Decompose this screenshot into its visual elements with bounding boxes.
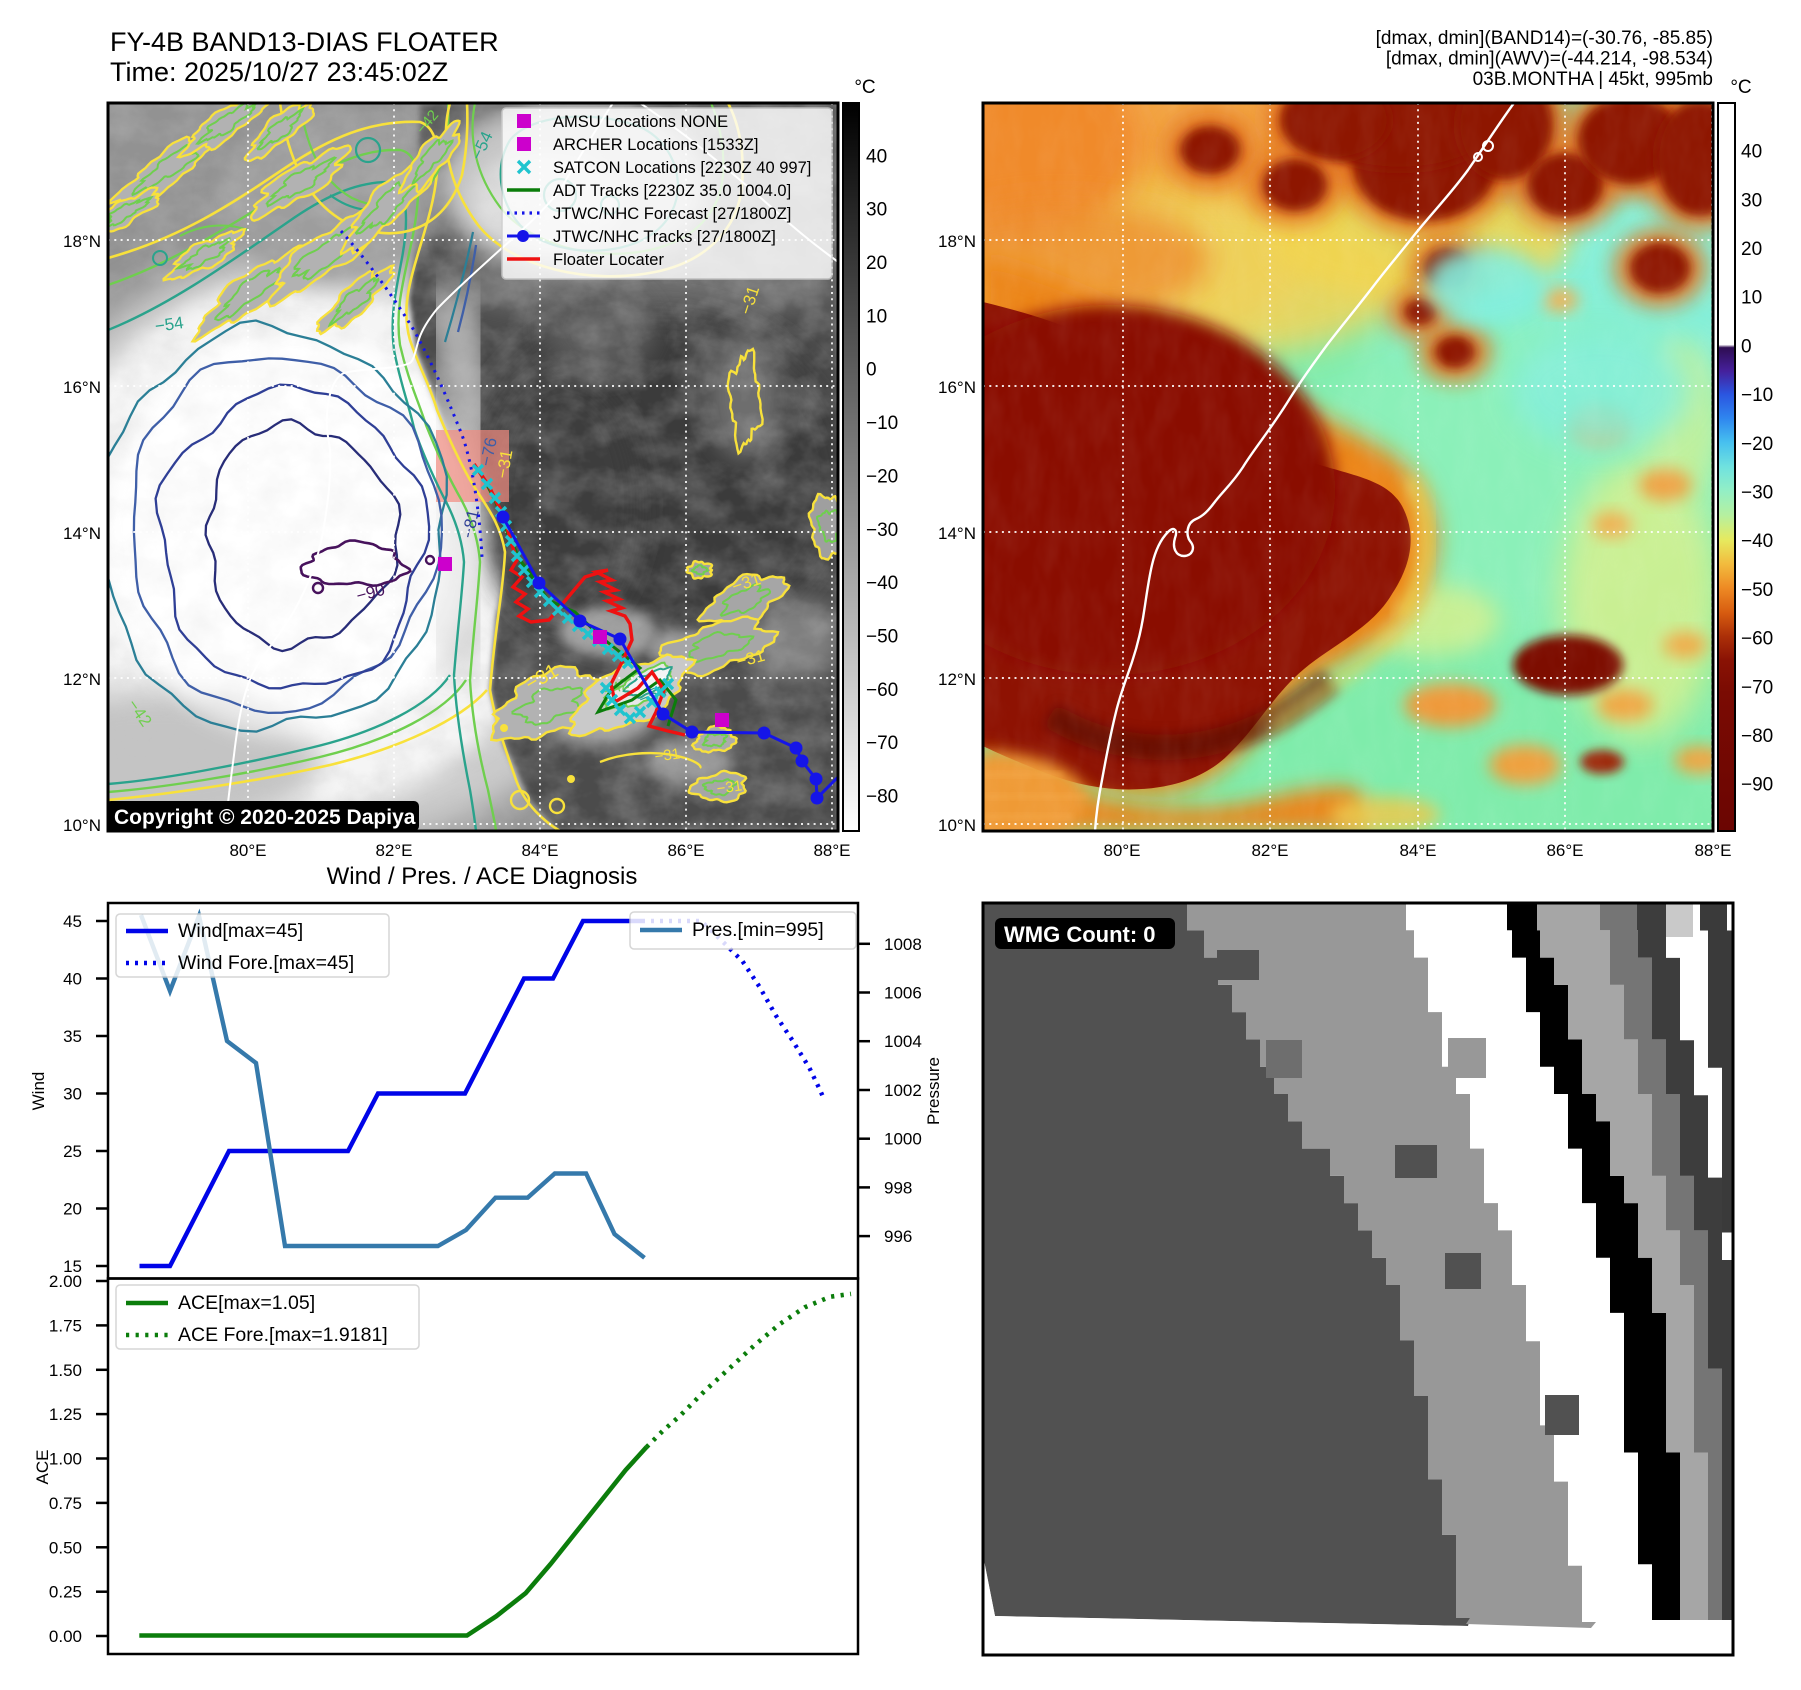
svg-text:ACE: ACE (33, 1450, 52, 1485)
svg-text:Time: 2025/10/27 23:45:02Z: Time: 2025/10/27 23:45:02Z (110, 57, 448, 87)
svg-text:1008: 1008 (884, 935, 922, 954)
svg-text:30: 30 (866, 200, 887, 221)
svg-text:Wind: Wind (29, 1072, 48, 1111)
svg-text:−50: −50 (1741, 580, 1773, 601)
svg-text:ACE Fore.[max=1.9181]: ACE Fore.[max=1.9181] (178, 1324, 388, 1346)
svg-text:SATCON Locations [2230Z 40 997: SATCON Locations [2230Z 40 997] (553, 159, 811, 177)
svg-text:°C: °C (854, 77, 875, 98)
svg-text:45: 45 (63, 912, 82, 931)
svg-text:Wind Fore.[max=45]: Wind Fore.[max=45] (178, 952, 354, 974)
svg-text:−90: −90 (1741, 775, 1773, 796)
svg-text:998: 998 (884, 1178, 912, 1197)
svg-text:0: 0 (1741, 336, 1752, 357)
svg-text:Pressure: Pressure (924, 1057, 943, 1125)
svg-text:−54: −54 (154, 313, 185, 336)
svg-text:Copyright © 2020-2025 Dapiya: Copyright © 2020-2025 Dapiya (114, 806, 416, 829)
svg-text:20: 20 (63, 1200, 82, 1219)
svg-text:−10: −10 (866, 413, 898, 434)
svg-text:88°E: 88°E (813, 841, 850, 860)
svg-text:[dmax, dmin](BAND14)=(-30.76,: [dmax, dmin](BAND14)=(-30.76, -85.85) (1376, 28, 1713, 49)
svg-text:−70: −70 (866, 733, 898, 754)
svg-text:84°E: 84°E (521, 841, 558, 860)
svg-text:ADT Tracks [2230Z 35.0 1004.0]: ADT Tracks [2230Z 35.0 1004.0] (553, 182, 791, 200)
svg-text:40: 40 (63, 970, 82, 989)
svg-text:0.00: 0.00 (49, 1627, 82, 1646)
svg-text:1.75: 1.75 (49, 1316, 82, 1335)
svg-text:16°N: 16°N (63, 378, 101, 397)
svg-text:1.00: 1.00 (49, 1450, 82, 1469)
svg-text:−80: −80 (1741, 726, 1773, 747)
svg-text:15: 15 (63, 1257, 82, 1276)
svg-text:−20: −20 (1741, 434, 1773, 455)
svg-text:16°N: 16°N (938, 378, 976, 397)
svg-text:2.00: 2.00 (49, 1272, 82, 1291)
svg-text:−40: −40 (866, 573, 898, 594)
svg-text:20: 20 (1741, 239, 1762, 260)
svg-text:996: 996 (884, 1227, 912, 1246)
svg-text:10°N: 10°N (938, 816, 976, 835)
svg-text:12°N: 12°N (63, 670, 101, 689)
svg-text:82°E: 82°E (375, 841, 412, 860)
svg-text:20: 20 (866, 253, 887, 274)
svg-text:JTWC/NHC Tracks [27/1800Z]: JTWC/NHC Tracks [27/1800Z] (553, 228, 776, 246)
svg-text:10: 10 (1741, 288, 1762, 309)
svg-text:AMSU Locations NONE: AMSU Locations NONE (553, 113, 728, 131)
svg-text:−30: −30 (866, 520, 898, 541)
svg-text:1004: 1004 (884, 1032, 922, 1051)
svg-text:JTWC/NHC Forecast [27/1800Z]: JTWC/NHC Forecast [27/1800Z] (553, 205, 791, 223)
svg-text:ACE[max=1.05]: ACE[max=1.05] (178, 1292, 315, 1314)
svg-text:0.75: 0.75 (49, 1494, 82, 1513)
svg-text:°C: °C (1730, 77, 1751, 98)
svg-text:0: 0 (866, 360, 877, 381)
svg-text:1000: 1000 (884, 1130, 922, 1149)
svg-text:−70: −70 (1741, 677, 1773, 698)
svg-text:30: 30 (1741, 190, 1762, 211)
svg-text:−31: −31 (716, 777, 744, 797)
svg-text:−31: −31 (654, 745, 682, 765)
svg-text:25: 25 (63, 1142, 82, 1161)
svg-text:0.50: 0.50 (49, 1538, 82, 1557)
svg-text:−60: −60 (1741, 629, 1773, 650)
svg-text:−30: −30 (1741, 483, 1773, 504)
svg-text:10°N: 10°N (63, 816, 101, 835)
svg-text:03B.MONTHA | 45kt, 995mb: 03B.MONTHA | 45kt, 995mb (1473, 69, 1713, 90)
svg-text:35: 35 (63, 1027, 82, 1046)
svg-text:86°E: 86°E (1546, 841, 1583, 860)
svg-text:Pres.[min=995]: Pres.[min=995] (692, 919, 824, 941)
svg-text:FY-4B BAND13-DIAS FLOATER: FY-4B BAND13-DIAS FLOATER (110, 27, 499, 57)
svg-text:ARCHER Locations [1533Z]: ARCHER Locations [1533Z] (553, 136, 758, 154)
svg-text:−10: −10 (1741, 385, 1773, 406)
svg-text:18°N: 18°N (938, 232, 976, 251)
svg-text:30: 30 (63, 1085, 82, 1104)
svg-text:10: 10 (866, 306, 887, 327)
svg-text:−20: −20 (866, 466, 898, 487)
svg-text:−50: −50 (866, 627, 898, 648)
svg-text:14°N: 14°N (63, 524, 101, 543)
svg-text:14°N: 14°N (938, 524, 976, 543)
svg-text:40: 40 (866, 146, 887, 167)
svg-text:1002: 1002 (884, 1081, 922, 1100)
svg-text:Wind[max=45]: Wind[max=45] (178, 920, 303, 942)
svg-text:80°E: 80°E (229, 841, 266, 860)
svg-text:82°E: 82°E (1251, 841, 1288, 860)
svg-text:WMG Count: 0: WMG Count: 0 (1004, 922, 1156, 947)
svg-text:−60: −60 (866, 680, 898, 701)
svg-text:86°E: 86°E (667, 841, 704, 860)
svg-text:1.25: 1.25 (49, 1405, 82, 1424)
svg-text:Floater Locater: Floater Locater (553, 251, 664, 269)
svg-text:−80: −80 (866, 787, 898, 808)
svg-text:1.50: 1.50 (49, 1361, 82, 1380)
svg-text:80°E: 80°E (1103, 841, 1140, 860)
svg-text:Wind / Pres. / ACE Diagnosis: Wind / Pres. / ACE Diagnosis (327, 863, 638, 890)
svg-text:−31: −31 (493, 448, 517, 480)
svg-text:0.25: 0.25 (49, 1583, 82, 1602)
svg-text:[dmax, dmin](AWV)=(-44.214, -9: [dmax, dmin](AWV)=(-44.214, -98.534) (1386, 49, 1713, 70)
svg-text:−40: −40 (1741, 531, 1773, 552)
svg-text:40: 40 (1741, 142, 1762, 163)
svg-text:88°E: 88°E (1694, 841, 1731, 860)
svg-text:84°E: 84°E (1399, 841, 1436, 860)
svg-text:1006: 1006 (884, 984, 922, 1003)
svg-text:18°N: 18°N (63, 232, 101, 251)
svg-text:12°N: 12°N (938, 670, 976, 689)
